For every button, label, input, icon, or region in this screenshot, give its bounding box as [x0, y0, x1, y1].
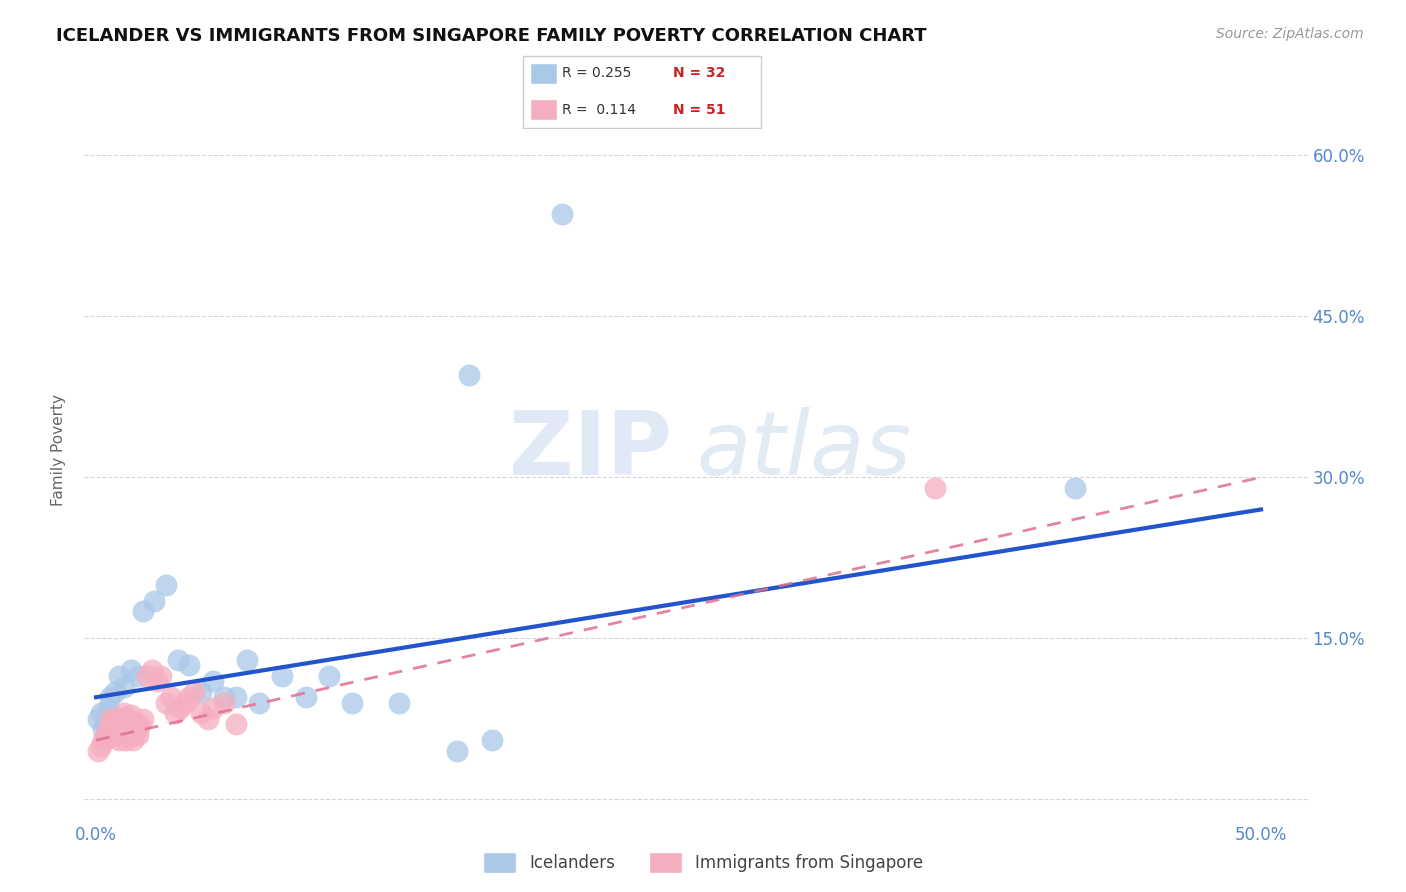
Point	[111, 714, 134, 729]
Point	[90, 739, 112, 753]
Point	[271, 669, 294, 683]
Text: N = 32: N = 32	[672, 66, 725, 80]
Point	[150, 669, 173, 683]
Point	[145, 674, 167, 689]
Point	[212, 696, 235, 710]
Point	[87, 712, 110, 726]
Point	[124, 723, 146, 737]
Point	[225, 717, 247, 731]
Text: ZIP: ZIP	[509, 407, 672, 494]
Point	[120, 714, 142, 729]
Point	[129, 717, 152, 731]
Point	[155, 577, 177, 591]
Point	[101, 725, 124, 739]
Point	[247, 696, 270, 710]
Point	[446, 744, 468, 758]
Point	[127, 669, 149, 683]
Point	[201, 701, 224, 715]
Point	[124, 717, 146, 731]
Point	[115, 728, 138, 742]
Point	[388, 696, 411, 710]
Point	[90, 706, 112, 721]
Point	[201, 674, 224, 689]
Point	[481, 733, 503, 747]
Y-axis label: Family Poverty: Family Poverty	[51, 394, 66, 507]
Point	[97, 728, 120, 742]
Point	[120, 708, 142, 723]
Text: R =  0.114: R = 0.114	[562, 103, 636, 117]
Point	[120, 664, 142, 678]
Point	[101, 730, 124, 744]
Point	[179, 658, 201, 673]
Text: N = 51: N = 51	[672, 103, 725, 117]
Point	[91, 723, 114, 737]
Point	[112, 706, 135, 721]
Point	[94, 730, 117, 744]
Point	[108, 669, 131, 683]
Point	[924, 481, 946, 495]
Point	[94, 717, 117, 731]
Point	[166, 653, 188, 667]
Text: Source: ZipAtlas.com: Source: ZipAtlas.com	[1216, 27, 1364, 41]
Point	[236, 653, 259, 667]
Point	[97, 723, 120, 737]
Point	[225, 690, 247, 705]
Point	[108, 733, 131, 747]
FancyBboxPatch shape	[530, 99, 557, 120]
Point	[97, 701, 120, 715]
Text: ICELANDER VS IMMIGRANTS FROM SINGAPORE FAMILY POVERTY CORRELATION CHART: ICELANDER VS IMMIGRANTS FROM SINGAPORE F…	[56, 27, 927, 45]
Text: atlas: atlas	[696, 408, 911, 493]
FancyBboxPatch shape	[523, 56, 762, 128]
Text: R = 0.255: R = 0.255	[562, 66, 631, 80]
Point	[159, 690, 181, 705]
Point	[342, 696, 364, 710]
Point	[117, 719, 139, 733]
Point	[141, 664, 163, 678]
Point	[105, 711, 128, 725]
Point	[190, 685, 212, 699]
Point	[127, 728, 149, 742]
Point	[155, 696, 177, 710]
Point	[143, 593, 166, 607]
Point	[197, 712, 219, 726]
Point	[104, 685, 127, 699]
Point	[98, 690, 121, 705]
Point	[179, 690, 201, 705]
Point	[108, 723, 131, 737]
Point	[127, 723, 149, 737]
Point	[190, 706, 212, 721]
Point	[136, 669, 159, 683]
Point	[115, 733, 138, 747]
Point	[318, 669, 340, 683]
Point	[87, 744, 110, 758]
Point	[111, 719, 134, 733]
Point	[105, 714, 128, 729]
Point	[131, 604, 153, 618]
Point	[1063, 481, 1085, 495]
Point	[551, 207, 574, 221]
Point	[117, 723, 139, 737]
Point	[173, 696, 195, 710]
Point	[169, 701, 191, 715]
Point	[98, 712, 121, 726]
Point	[165, 706, 187, 721]
Point	[122, 733, 145, 747]
Point	[457, 368, 479, 383]
Point	[104, 723, 127, 737]
Point	[91, 733, 114, 747]
Point	[212, 690, 235, 705]
Point	[112, 680, 135, 694]
Legend: Icelanders, Immigrants from Singapore: Icelanders, Immigrants from Singapore	[477, 846, 929, 880]
Point	[98, 717, 121, 731]
Point	[294, 690, 316, 705]
Point	[104, 717, 127, 731]
Point	[183, 685, 205, 699]
Point	[122, 728, 145, 742]
Point	[131, 712, 153, 726]
Point	[112, 711, 135, 725]
FancyBboxPatch shape	[530, 62, 557, 84]
